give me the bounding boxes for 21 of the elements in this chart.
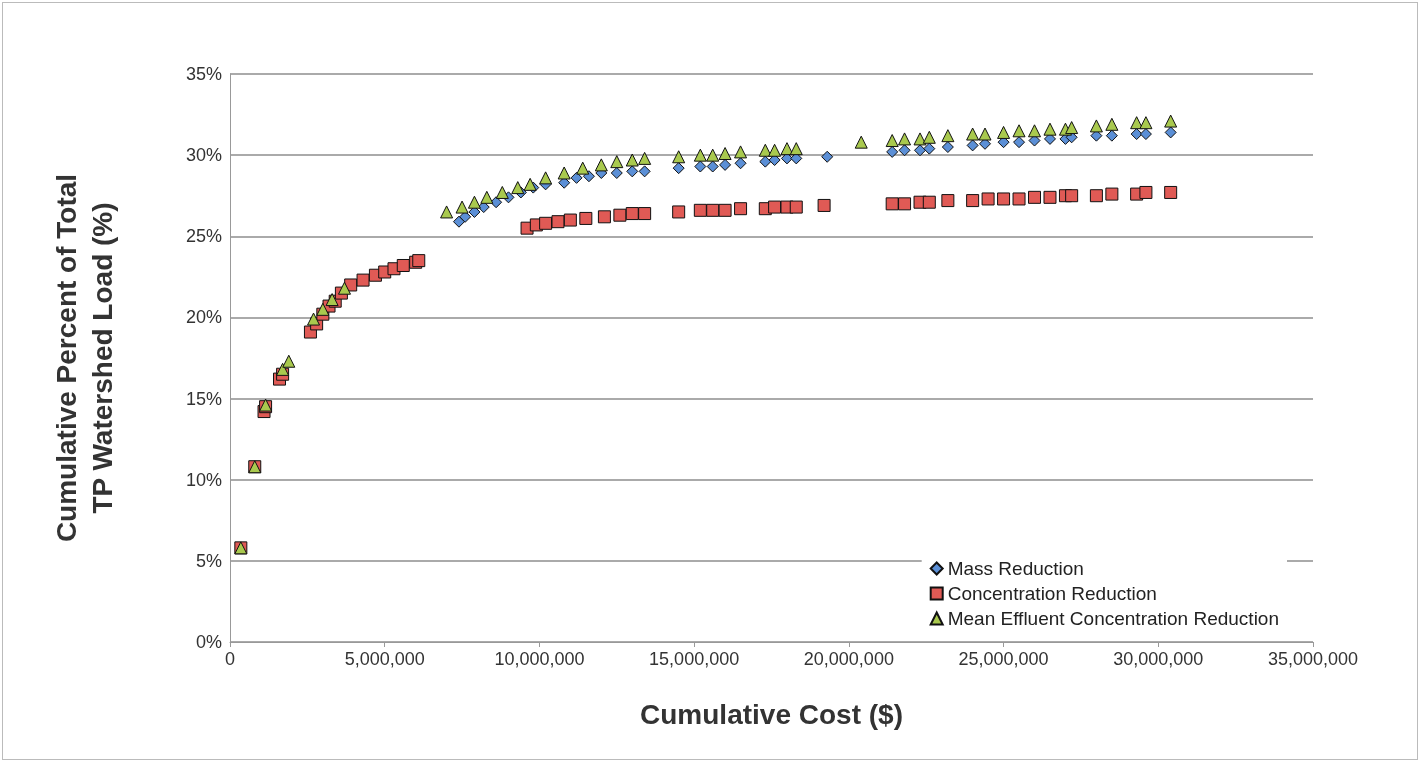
y-tick-label: 30%: [185, 145, 222, 166]
x-tick-label: 15,000,000: [649, 649, 740, 669]
y-tick-label: 5%: [195, 550, 222, 571]
y-tick-label: 20%: [185, 307, 222, 328]
y-tick-label: 0%: [195, 632, 222, 652]
y-tick-label: 25%: [185, 226, 222, 247]
x-tick-label: 20,000,000: [803, 649, 894, 669]
x-tick-label: 30,000,000: [1113, 649, 1204, 669]
y-tick-label: 35%: [185, 64, 222, 84]
y-tick-label: 10%: [185, 469, 222, 490]
x-axis-title: Cumulative Cost ($): [640, 698, 903, 730]
legend-label: Mean Effluent Concentration Reduction: [947, 608, 1280, 629]
x-tick-label: 35,000,000: [1267, 649, 1359, 669]
x-tick-label: 10,000,000: [494, 649, 585, 669]
y-axis-title: Cumulative Percent of Total TP Watershed Load (%): [50, 173, 118, 543]
x-tick-label: 5,000,000: [344, 649, 425, 669]
x-tick-label: 0: [224, 649, 236, 669]
y-tick-label: 15%: [185, 388, 222, 409]
x-tick-label: 25,000,000: [958, 649, 1049, 669]
legend-label: Mass Reduction: [947, 558, 1084, 579]
legend-label: Concentration Reduction: [947, 583, 1157, 604]
